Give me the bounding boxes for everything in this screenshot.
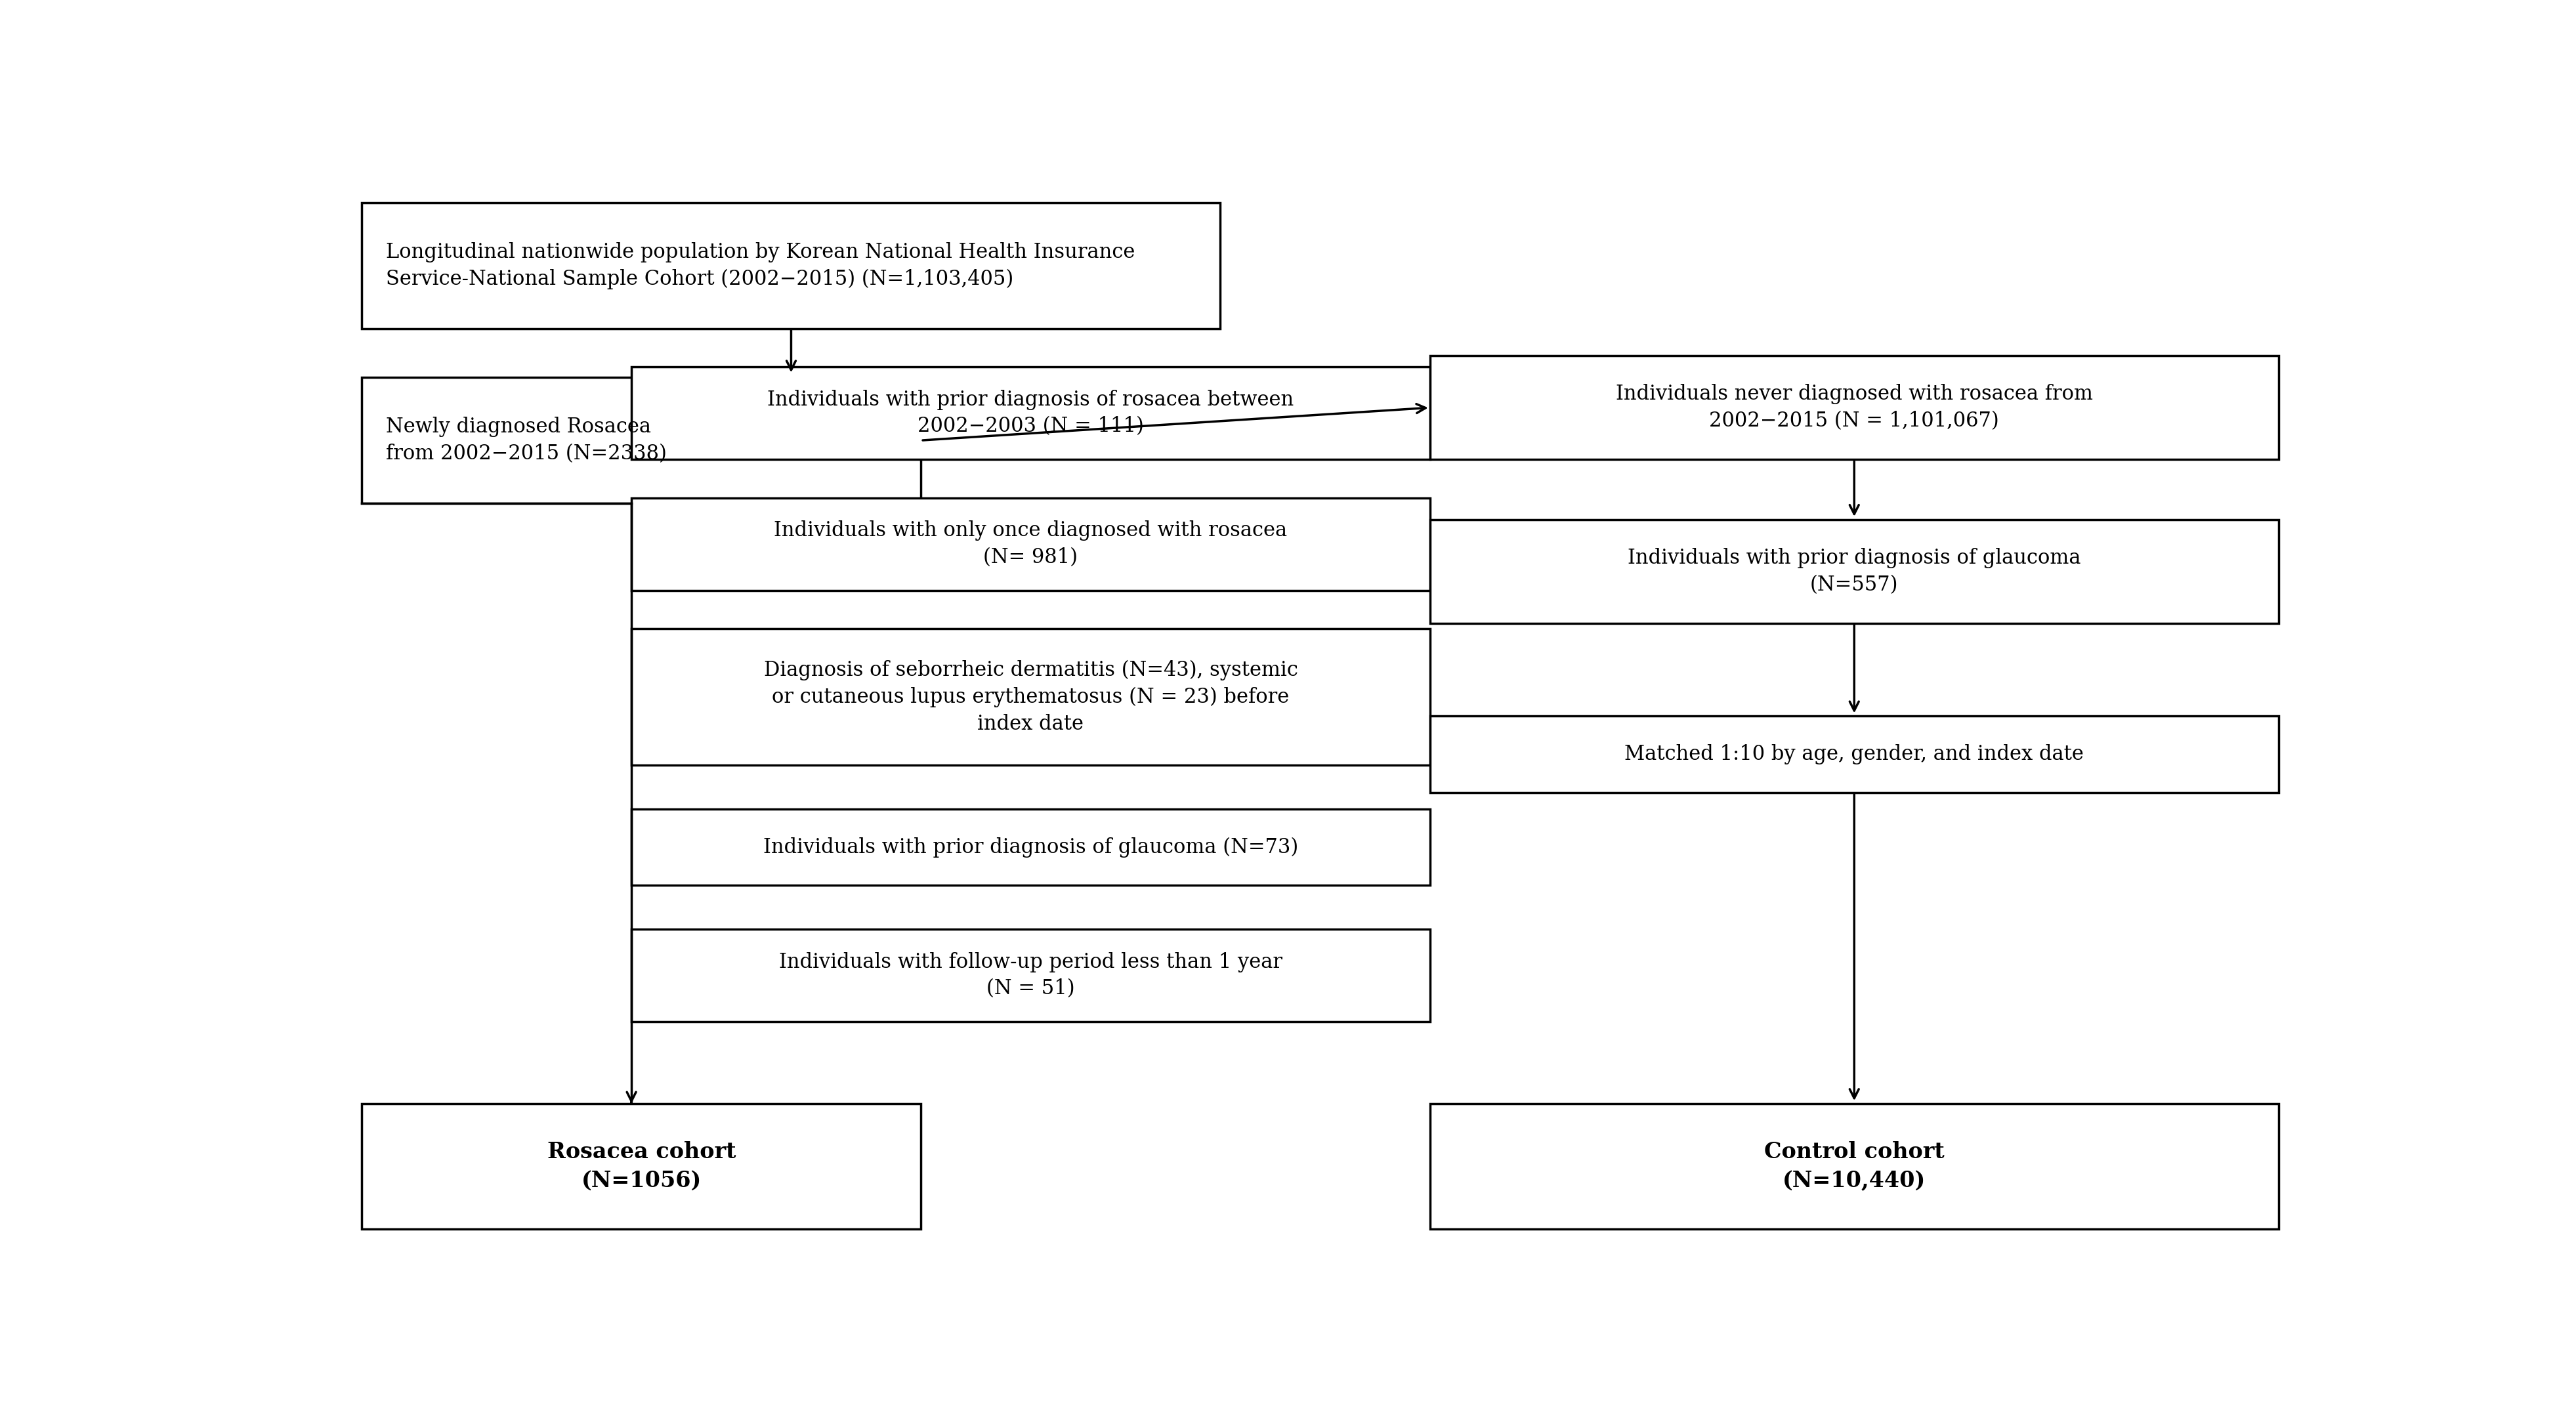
Text: Individuals never diagnosed with rosacea from
2002−2015 (N = 1,101,067): Individuals never diagnosed with rosacea… (1615, 384, 2092, 431)
FancyBboxPatch shape (631, 367, 1430, 459)
FancyBboxPatch shape (631, 808, 1430, 885)
FancyBboxPatch shape (1430, 519, 2277, 624)
FancyBboxPatch shape (631, 628, 1430, 766)
FancyBboxPatch shape (1430, 1103, 2277, 1229)
Text: Individuals with prior diagnosis of rosacea between
2002−2003 (N = 111): Individuals with prior diagnosis of rosa… (768, 390, 1293, 437)
FancyBboxPatch shape (1430, 716, 2277, 793)
FancyBboxPatch shape (361, 203, 1221, 329)
FancyBboxPatch shape (631, 929, 1430, 1022)
FancyBboxPatch shape (1430, 356, 2277, 459)
FancyBboxPatch shape (631, 498, 1430, 590)
Text: Matched 1:10 by age, gender, and index date: Matched 1:10 by age, gender, and index d… (1625, 744, 2084, 764)
Text: Individuals with follow-up period less than 1 year
(N = 51): Individuals with follow-up period less t… (778, 951, 1283, 998)
Text: Newly diagnosed Rosacea
from 2002−2015 (N=2338): Newly diagnosed Rosacea from 2002−2015 (… (386, 417, 667, 464)
Text: Individuals with prior diagnosis of glaucoma (N=73): Individuals with prior diagnosis of glau… (762, 837, 1298, 858)
Text: Rosacea cohort
(N=1056): Rosacea cohort (N=1056) (546, 1141, 737, 1191)
Text: Control cohort
(N=10,440): Control cohort (N=10,440) (1765, 1141, 1945, 1191)
Text: Longitudinal nationwide population by Korean National Health Insurance
Service-N: Longitudinal nationwide population by Ko… (386, 242, 1136, 289)
FancyBboxPatch shape (361, 377, 922, 503)
Text: Individuals with only once diagnosed with rosacea
(N= 981): Individuals with only once diagnosed wit… (773, 520, 1288, 567)
FancyBboxPatch shape (361, 1103, 922, 1229)
Text: Diagnosis of seborrheic dermatitis (N=43), systemic
or cutaneous lupus erythemat: Diagnosis of seborrheic dermatitis (N=43… (762, 659, 1298, 735)
Text: Individuals with prior diagnosis of glaucoma
(N=557): Individuals with prior diagnosis of glau… (1628, 547, 2081, 596)
